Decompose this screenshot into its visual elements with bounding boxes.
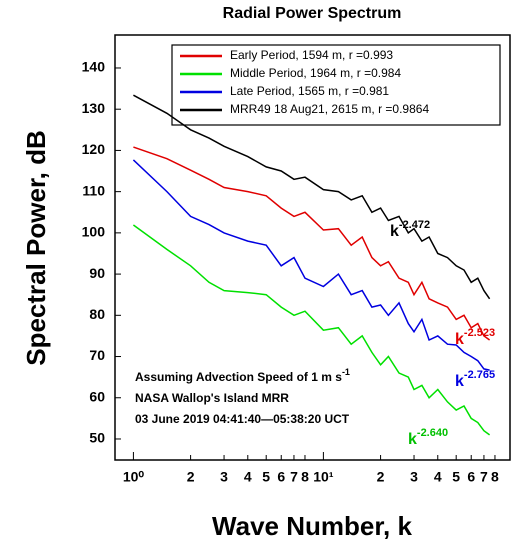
series-line (132, 224, 491, 436)
x-tick-label: 8 (301, 469, 309, 485)
y-tick-label: 110 (82, 182, 105, 198)
x-tick-label: 6 (467, 469, 475, 485)
x-tick-label: 5 (262, 469, 270, 485)
y-tick-label: 50 (89, 430, 105, 446)
y-tick-label: 140 (82, 59, 106, 75)
y-tick-label: 70 (89, 347, 105, 363)
note: NASA Wallop's Island MRR (135, 391, 289, 405)
x-tick-label: 4 (434, 469, 442, 485)
note: 03 June 2019 04:41:40—05:38:20 UCT (135, 412, 350, 426)
plot-frame (114, 34, 511, 461)
x-tick-label: 3 (410, 469, 418, 485)
y-tick-label: 120 (82, 141, 106, 157)
x-tick-label: 6 (277, 469, 285, 485)
note-text: NASA Wallop's Island MRR (135, 391, 289, 405)
x-axis-label: Wave Number, k (212, 511, 412, 541)
y-tick-label: 80 (89, 306, 105, 322)
y-tick-label: 100 (82, 224, 106, 240)
y-tick-label: 130 (82, 100, 106, 116)
x-tick-label: 4 (244, 469, 252, 485)
slope-label: k-2.765 (455, 369, 495, 390)
slope-exponent: -2.523 (464, 327, 495, 339)
x-tick-label: 2 (377, 469, 385, 485)
series-line (133, 94, 491, 300)
x-tick-label: 8 (491, 469, 499, 485)
note: Assuming Advection Speed of 1 m s-1 (135, 367, 350, 384)
slope-k: k (455, 331, 464, 348)
y-tick-label: 60 (89, 388, 105, 404)
slope-k: k (408, 431, 417, 448)
legend-label: Early Period, 1594 m, r =0.993 (230, 48, 393, 62)
slope-k: k (455, 373, 464, 390)
x-tick-label: 5 (452, 469, 460, 485)
note-text: Assuming Advection Speed of 1 m s (135, 370, 342, 384)
series-line (133, 146, 491, 341)
x-tick-label: 2 (187, 469, 195, 485)
note-exponent: -1 (342, 367, 350, 377)
x-tick-label: 10¹ (313, 469, 334, 485)
slope-exponent: -2.640 (417, 427, 448, 439)
legend-label: MRR49 18 Aug21, 2615 m, r =0.9864 (230, 102, 429, 116)
x-tick-label: 7 (480, 469, 488, 485)
chart-title: Radial Power Spectrum (223, 5, 402, 22)
slope-exponent: -2.472 (399, 219, 430, 231)
slope-label: k-2.523 (455, 327, 495, 348)
series-line (132, 159, 490, 371)
y-axis-label: Spectral Power, dB (21, 130, 51, 366)
slope-exponent: -2.765 (464, 369, 495, 381)
x-tick-label: 7 (290, 469, 298, 485)
note-text: 03 June 2019 04:41:40—05:38:20 UCT (135, 412, 350, 426)
y-tick-label: 90 (89, 265, 105, 281)
legend-label: Late Period, 1565 m, r =0.981 (230, 84, 389, 98)
slope-label: k-2.472 (390, 219, 430, 240)
legend-label: Middle Period, 1964 m, r =0.984 (230, 66, 401, 80)
slope-k: k (390, 223, 399, 240)
legend-box (171, 44, 501, 126)
slope-label: k-2.640 (408, 427, 448, 448)
x-tick-label: 10⁰ (123, 469, 145, 485)
x-tick-label: 3 (220, 469, 228, 485)
